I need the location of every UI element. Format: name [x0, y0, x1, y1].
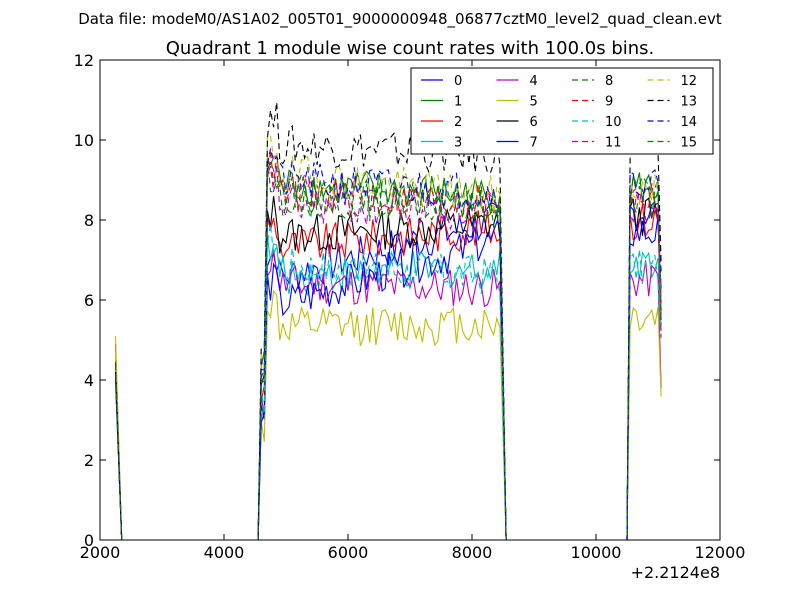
y-tick-label: 12 — [74, 51, 94, 70]
x-tick-label: 6000 — [328, 543, 369, 562]
x-tick-label: 10000 — [571, 543, 622, 562]
legend-label-7: 7 — [530, 136, 538, 151]
x-tick-label: 8000 — [452, 543, 493, 562]
y-tick-label: 6 — [84, 291, 94, 310]
legend-label-12: 12 — [681, 74, 698, 89]
series-line-7 — [114, 215, 662, 541]
y-tick-label: 8 — [84, 211, 94, 230]
legend-label-0: 0 — [454, 74, 462, 89]
legend-label-6: 6 — [530, 115, 538, 130]
y-tick-label: 4 — [84, 371, 94, 390]
x-offset-label: +2.2124e8 — [631, 563, 720, 582]
series-line-12 — [114, 134, 662, 541]
series-line-2 — [114, 203, 662, 541]
legend-label-13: 13 — [681, 95, 698, 110]
y-tick-label: 0 — [84, 531, 94, 550]
legend-label-4: 4 — [530, 74, 538, 89]
series-line-11 — [114, 164, 662, 541]
legend-label-9: 9 — [605, 95, 613, 110]
series-line-6 — [114, 196, 662, 541]
legend-label-8: 8 — [605, 74, 613, 89]
data-file-label: Data file: modeM0/AS1A02_005T01_90000009… — [78, 10, 722, 29]
x-tick-label: 2000 — [80, 543, 121, 562]
plot-lines — [114, 102, 662, 541]
y-tick-label: 2 — [84, 451, 94, 470]
chart-title: Quadrant 1 module wise count rates with … — [166, 38, 655, 59]
legend-label-11: 11 — [605, 136, 622, 151]
series-line-5 — [114, 289, 662, 541]
series-line-15 — [114, 161, 662, 541]
legend-label-15: 15 — [681, 136, 698, 151]
y-tick-label: 10 — [74, 131, 94, 150]
series-line-9 — [114, 149, 662, 541]
series-line-10 — [114, 223, 662, 541]
series-line-4 — [114, 249, 662, 541]
legend-label-10: 10 — [605, 115, 622, 130]
legend-label-5: 5 — [530, 95, 538, 110]
legend-label-2: 2 — [454, 115, 462, 130]
legend-label-3: 3 — [454, 136, 462, 151]
legend-label-14: 14 — [681, 115, 698, 130]
x-tick-label: 4000 — [204, 543, 245, 562]
legend-box — [410, 67, 714, 155]
legend-label-1: 1 — [454, 95, 462, 110]
series-line-14 — [114, 148, 662, 541]
series-line-13 — [114, 102, 662, 541]
x-tick-label: 12000 — [695, 543, 746, 562]
